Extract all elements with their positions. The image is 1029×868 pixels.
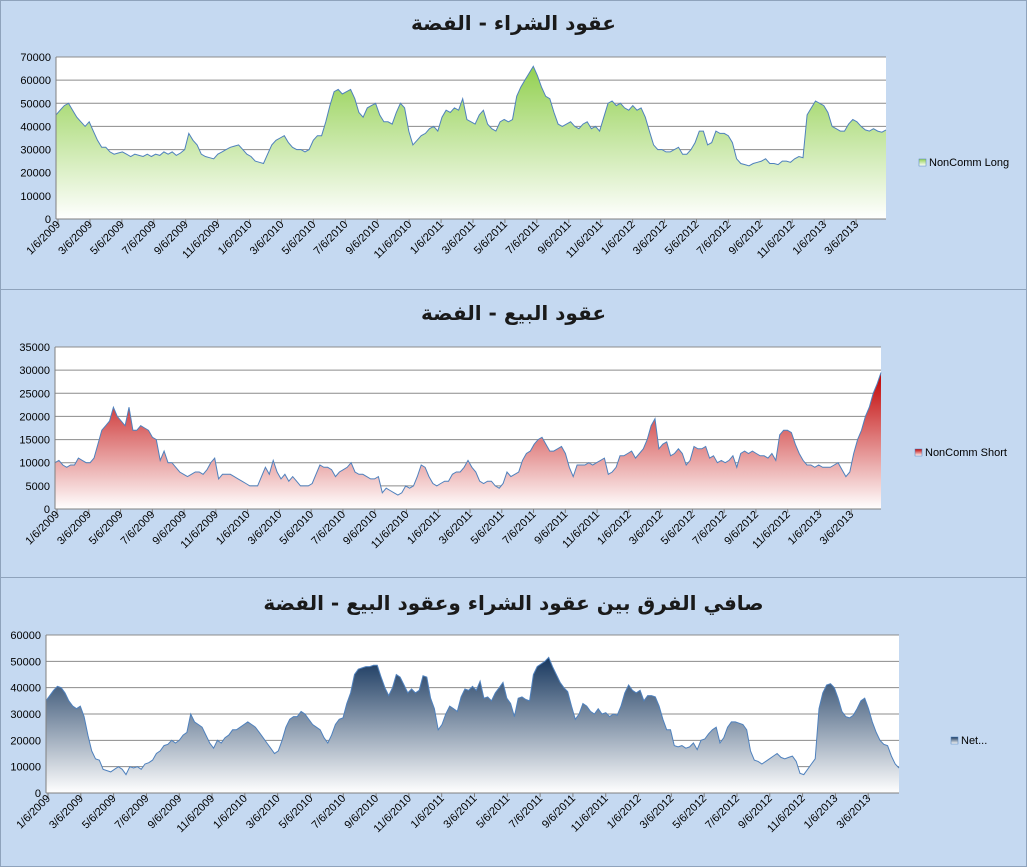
x-tick-label: 7/6/2009 <box>119 509 158 548</box>
x-tick-label: 1/6/2010 <box>211 793 250 832</box>
x-tick-label: 7/6/2011 <box>504 219 542 257</box>
x-tick-label: 3/6/2011 <box>437 509 475 547</box>
x-tick-label: 3/6/2010 <box>246 509 285 548</box>
y-tick-label: 20000 <box>19 411 50 423</box>
x-tick-label: 5/6/2012 <box>671 793 710 832</box>
x-tick-label: 7/6/2011 <box>500 509 538 547</box>
x-tick-label: 1/6/2010 <box>214 509 253 548</box>
x-tick-label: 7/6/2012 <box>695 219 734 258</box>
x-tick-label: 3/6/2009 <box>47 793 86 832</box>
x-tick-label: 1/6/2012 <box>605 793 644 832</box>
y-tick-label: 30000 <box>20 145 51 157</box>
y-tick-label: 40000 <box>20 121 51 133</box>
x-tick-label: 5/6/2010 <box>278 509 317 548</box>
x-tick-label: 7/6/2009 <box>120 219 159 258</box>
y-tick-label: 10000 <box>19 458 50 470</box>
x-tick-label: 5/6/2009 <box>80 793 119 832</box>
x-tick-label: 1/6/2009 <box>24 219 63 258</box>
y-tick-label: 60000 <box>20 75 51 87</box>
x-tick-label: 3/6/2013 <box>822 219 861 258</box>
x-tick-label: 7/6/2010 <box>310 793 349 832</box>
x-tick-label: 1/6/2011 <box>409 793 447 831</box>
y-tick-label: 25000 <box>19 388 50 400</box>
x-tick-label: 5/6/2011 <box>469 509 507 547</box>
y-tick-label: 60000 <box>10 630 41 642</box>
y-tick-label: 10000 <box>20 191 51 203</box>
x-tick-label: 1/6/2013 <box>802 793 841 832</box>
x-tick-label: 1/6/2011 <box>408 219 446 257</box>
x-tick-label: 1/6/2010 <box>216 219 255 258</box>
x-tick-label: 7/6/2010 <box>309 509 348 548</box>
x-tick-label: 3/6/2011 <box>440 219 478 257</box>
x-tick-label: 7/6/2012 <box>691 509 730 548</box>
y-tick-label: 40000 <box>10 683 41 695</box>
x-tick-label: 5/6/2010 <box>277 793 316 832</box>
y-tick-label: 20000 <box>10 735 41 747</box>
x-tick-label: 3/6/2012 <box>638 793 677 832</box>
x-tick-label: 1/6/2012 <box>595 509 634 548</box>
series-line <box>45 656 900 776</box>
chart-long: 0 10000 20000 30000 40000 50000 60000 70000 1/6/… <box>20 52 1009 261</box>
y-tick-label: 30000 <box>10 709 41 721</box>
x-tick-label: 3/6/2009 <box>56 219 95 258</box>
y-tick-label: 10000 <box>10 762 41 774</box>
y-tick-label: 15000 <box>19 435 50 447</box>
x-tick-label: 3/6/2013 <box>818 509 857 548</box>
series-area <box>55 372 881 509</box>
x-tick-label: 3/6/2012 <box>631 219 670 258</box>
y-tick-label: 30000 <box>19 365 50 377</box>
x-tick-label: 5/6/2012 <box>659 509 698 548</box>
x-tick-label: 3/6/2010 <box>248 219 287 258</box>
legend-swatch <box>914 448 923 457</box>
y-tick-label: 0 <box>45 214 51 226</box>
x-tick-label: 3/6/2010 <box>244 793 283 832</box>
chart-short: 0 5000 10000 15000 20000 25000 30000 35000 1/6/2… <box>19 342 1007 551</box>
x-tick-label: 7/6/2009 <box>113 793 152 832</box>
x-tick-label: 5/6/2011 <box>472 219 510 257</box>
x-tick-label: 1/6/2009 <box>23 509 62 548</box>
x-tick-label: 3/6/2011 <box>441 793 479 831</box>
legend-swatch <box>918 158 927 167</box>
x-tick-label: 7/6/2012 <box>703 793 742 832</box>
chart-panel-short: عقود البيع - الفضة 0 5000 10000 15000 20000 2… <box>0 289 1027 578</box>
series-line <box>54 372 882 496</box>
x-tick-label: 5/6/2009 <box>87 509 126 548</box>
legend-label: NonComm Long <box>929 157 1009 169</box>
x-tick-label: 3/6/2012 <box>627 509 666 548</box>
chart-panel-long: عقود الشراء - الفضة 0 10000 20000 30000 4000… <box>0 0 1027 290</box>
x-tick-label: 1/6/2012 <box>599 219 638 258</box>
legend-label: NonComm Short <box>925 447 1007 459</box>
y-tick-label: 20000 <box>20 168 51 180</box>
x-tick-label: 5/6/2011 <box>474 793 512 831</box>
y-tick-label: 0 <box>35 788 41 800</box>
x-tick-label: 3/6/2009 <box>55 509 94 548</box>
chart-title-net: صافي الفرق بين عقود الشراء وعقود البيع -… <box>263 591 764 615</box>
x-tick-label: 5/6/2012 <box>663 219 702 258</box>
x-tick-label: 1/6/2013 <box>791 219 830 258</box>
series-area <box>56 66 886 219</box>
chart-title-long: عقود الشراء - الفضة <box>411 11 616 35</box>
series-area <box>46 657 899 793</box>
y-tick-label: 0 <box>44 504 50 516</box>
legend-swatch <box>950 736 959 745</box>
y-tick-label: 50000 <box>10 656 41 668</box>
x-tick-label: 1/6/2009 <box>14 793 53 832</box>
chart-panel-net: صافي الفرق بين عقود الشراء وعقود البيع -… <box>0 577 1027 867</box>
x-tick-label: 5/6/2009 <box>88 219 127 258</box>
chart-net: 01000020000300004000050000600001/6/20093… <box>10 630 987 835</box>
chart-title-short: عقود البيع - الفضة <box>421 301 606 325</box>
series-line <box>55 65 887 167</box>
y-tick-label: 35000 <box>19 342 50 354</box>
x-tick-label: 5/6/2010 <box>280 219 319 258</box>
x-tick-label: 7/6/2010 <box>312 219 351 258</box>
x-tick-label: 1/6/2013 <box>786 509 825 548</box>
x-tick-label: 7/6/2011 <box>507 793 545 831</box>
legend-label: Net... <box>961 735 987 747</box>
y-tick-label: 5000 <box>26 481 50 493</box>
x-tick-label: 1/6/2011 <box>405 509 443 547</box>
y-tick-label: 70000 <box>20 52 51 64</box>
x-tick-label: 3/6/2013 <box>835 793 874 832</box>
y-tick-label: 50000 <box>20 98 51 110</box>
